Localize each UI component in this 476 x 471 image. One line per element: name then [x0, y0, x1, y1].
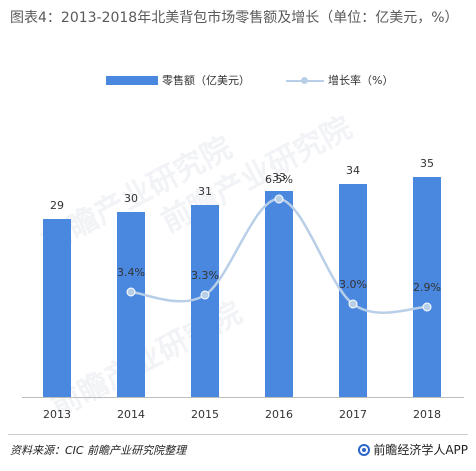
x-tick-label: 2015 — [191, 408, 219, 421]
bar-2018 — [413, 177, 441, 397]
brand: 前瞻经济学人APP — [358, 441, 468, 458]
bar-value-label: 34 — [346, 164, 360, 177]
growth-point-2014 — [126, 287, 136, 297]
bar-2017 — [339, 184, 367, 397]
growth-value-label: 2.9% — [413, 281, 441, 294]
x-tick-label: 2018 — [413, 408, 441, 421]
legend-label-growth: 增长率（%） — [328, 74, 394, 87]
growth-point-2015 — [200, 290, 210, 300]
bar-value-label: 35 — [420, 157, 434, 170]
bar-2013 — [43, 219, 71, 397]
bar-value-label: 31 — [198, 185, 212, 198]
growth-value-label: 3.3% — [191, 269, 219, 282]
legend-item-growth: 增长率（%） — [286, 72, 393, 88]
legend-bar-swatch — [106, 75, 158, 85]
legend: 零售额（亿美元） 增长率（%） — [0, 72, 476, 88]
bar-value-label: 29 — [50, 199, 64, 212]
growth-point-2016 — [274, 194, 284, 204]
growth-value-label: 3.0% — [339, 278, 367, 291]
brand-logo-icon — [358, 443, 371, 456]
x-tick-label: 2016 — [265, 408, 293, 421]
source-note: 资料来源：CIC 前瞻产业研究院整理 — [10, 444, 187, 457]
bar-value-label: 33 — [272, 171, 286, 184]
legend-label-retail: 零售额（亿美元） — [162, 74, 250, 87]
bar-value-label: 30 — [124, 192, 138, 205]
bar-2015 — [191, 205, 219, 397]
x-tick-label: 2013 — [43, 408, 71, 421]
growth-value-label: 3.4% — [117, 266, 145, 279]
x-tick-label: 2017 — [339, 408, 367, 421]
legend-line-swatch — [286, 76, 324, 85]
bar-2014 — [117, 212, 145, 397]
chart-title: 图表4：2013-2018年北美背包市场零售额及增长（单位：亿美元，%） — [10, 10, 459, 26]
legend-item-retail: 零售额（亿美元） — [106, 72, 250, 88]
brand-name: 前瞻经济学人APP — [373, 443, 468, 457]
footer-divider — [8, 434, 468, 435]
growth-point-2017 — [348, 299, 358, 309]
growth-point-2018 — [422, 302, 432, 312]
growth-value-label: 6.5% — [265, 173, 293, 186]
x-tick-label: 2014 — [117, 408, 145, 421]
bar-2016 — [265, 191, 293, 397]
